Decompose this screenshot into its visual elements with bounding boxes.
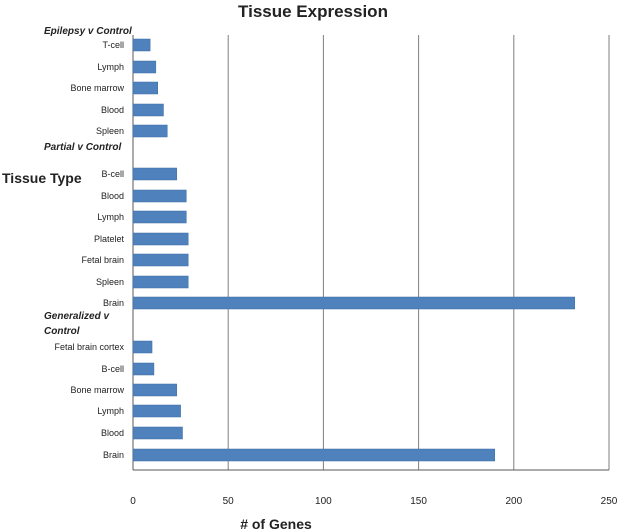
x-tick-label: 200 xyxy=(505,496,522,507)
group-label: Epilepsy v Control xyxy=(44,26,132,37)
bar xyxy=(132,210,187,224)
bar xyxy=(132,124,168,138)
group-label: Control xyxy=(44,326,80,337)
bar xyxy=(132,275,189,289)
bar xyxy=(132,167,178,181)
bar xyxy=(132,81,159,95)
bar xyxy=(132,38,151,52)
group-labels-layer: Epilepsy v Control Partial v Control Gener… xyxy=(44,26,132,337)
x-axis-label: # of Genes xyxy=(240,516,312,530)
category-label: Bone marrow xyxy=(70,83,124,93)
bar xyxy=(132,426,183,440)
group-label: Generalized v xyxy=(44,311,110,322)
bar xyxy=(132,189,187,203)
category-label: Blood xyxy=(101,191,124,201)
group-label: Partial v Control xyxy=(44,142,121,153)
x-tick-label: 100 xyxy=(315,496,332,507)
x-tick-labels-layer: 0 50 100 150 200 250 xyxy=(130,496,618,507)
category-label: Platelet xyxy=(94,234,125,244)
bars-layer xyxy=(132,38,575,462)
category-label: Spleen xyxy=(96,277,124,287)
category-label: Spleen xyxy=(96,126,124,136)
x-tick-label: 50 xyxy=(223,496,235,507)
bar xyxy=(132,404,181,418)
category-label: Brain xyxy=(103,450,124,460)
y-axis-label: Tissue Type xyxy=(2,170,82,186)
category-label: T-cell xyxy=(102,40,124,50)
category-label: Fetal brain cortex xyxy=(54,342,124,352)
category-label: Blood xyxy=(101,105,124,115)
x-tick-label: 250 xyxy=(601,496,618,507)
bar xyxy=(132,296,575,310)
category-label: B-cell xyxy=(101,169,124,179)
x-tick-label: 150 xyxy=(410,496,427,507)
category-label: Lymph xyxy=(97,62,124,72)
x-tick-label: 0 xyxy=(130,496,136,507)
bar xyxy=(132,60,157,74)
category-label: B-cell xyxy=(101,364,124,374)
chart-title: Tissue Expression xyxy=(238,2,388,21)
category-label: Blood xyxy=(101,428,124,438)
bar xyxy=(132,362,155,376)
category-label: Fetal brain xyxy=(81,255,124,265)
bar xyxy=(132,232,189,246)
category-label: Brain xyxy=(103,298,124,308)
bar xyxy=(132,103,164,117)
bar xyxy=(132,253,189,267)
category-label: Lymph xyxy=(97,212,124,222)
bar xyxy=(132,448,496,462)
bar xyxy=(132,383,178,397)
bar xyxy=(132,340,153,354)
gridlines xyxy=(227,35,610,470)
category-label: Lymph xyxy=(97,406,124,416)
category-labels-layer: T-cell Lymph Bone marrow Blood Spleen B-cell B… xyxy=(54,40,124,460)
category-label: Bone marrow xyxy=(70,385,124,395)
